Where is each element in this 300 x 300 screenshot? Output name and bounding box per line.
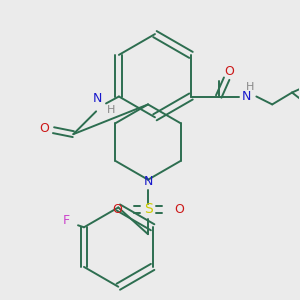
Text: N: N bbox=[242, 90, 251, 103]
Text: O: O bbox=[225, 65, 235, 78]
Text: O: O bbox=[40, 122, 50, 135]
Text: S: S bbox=[144, 202, 152, 216]
Text: F: F bbox=[63, 214, 70, 227]
Text: H: H bbox=[107, 105, 115, 116]
Text: N: N bbox=[92, 92, 102, 105]
Text: N: N bbox=[143, 175, 153, 188]
Text: O: O bbox=[112, 203, 122, 216]
Text: H: H bbox=[246, 82, 255, 92]
Text: O: O bbox=[174, 203, 184, 216]
